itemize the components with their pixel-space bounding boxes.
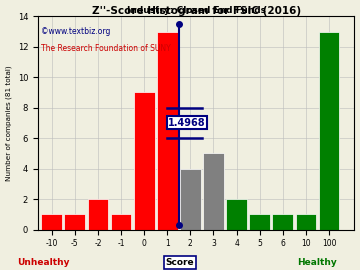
Y-axis label: Number of companies (81 total): Number of companies (81 total) xyxy=(5,65,12,181)
Text: 1.4968: 1.4968 xyxy=(168,118,206,128)
Bar xyxy=(157,32,177,230)
Bar xyxy=(134,92,154,230)
Bar xyxy=(296,214,316,230)
Bar xyxy=(64,214,85,230)
Title: Z''-Score Histogram for FSIC (2016): Z''-Score Histogram for FSIC (2016) xyxy=(91,6,301,16)
Bar xyxy=(319,32,339,230)
Text: Industry: Closed End Funds: Industry: Closed End Funds xyxy=(127,6,266,15)
Text: ©www.textbiz.org: ©www.textbiz.org xyxy=(41,27,111,36)
Bar xyxy=(226,199,247,230)
Bar xyxy=(87,199,108,230)
Bar xyxy=(203,153,224,230)
Text: The Research Foundation of SUNY: The Research Foundation of SUNY xyxy=(41,44,171,53)
Bar xyxy=(273,214,293,230)
Bar xyxy=(249,214,270,230)
Text: Unhealthy: Unhealthy xyxy=(17,258,69,267)
Bar xyxy=(41,214,62,230)
Bar xyxy=(111,214,131,230)
Text: Score: Score xyxy=(166,258,194,267)
Text: Healthy: Healthy xyxy=(297,258,337,267)
Bar xyxy=(180,168,201,230)
